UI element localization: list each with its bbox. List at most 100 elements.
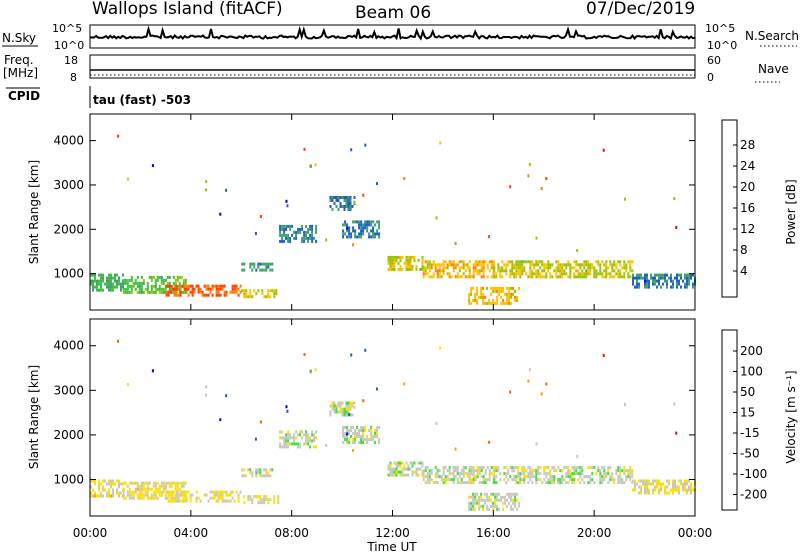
data-cell <box>684 282 686 286</box>
data-cell <box>611 472 614 476</box>
data-cell <box>517 469 520 473</box>
data-cell <box>187 284 190 288</box>
data-cell <box>342 232 345 236</box>
data-cell <box>672 285 674 289</box>
data-cell <box>90 282 92 286</box>
data-cell <box>547 266 550 270</box>
data-cell <box>106 282 108 286</box>
data-cell <box>158 287 161 291</box>
data-cell <box>219 493 222 497</box>
data-cell <box>164 481 167 485</box>
data-cell <box>409 264 412 268</box>
data-cell <box>171 287 174 291</box>
data-cell <box>267 289 270 293</box>
colorbar-tick-label: 28 <box>740 138 755 152</box>
data-cell <box>512 498 515 502</box>
data-cell <box>217 490 220 494</box>
data-cell <box>172 490 175 494</box>
data-cell <box>138 281 141 285</box>
data-cell <box>251 474 254 478</box>
data-cell <box>211 287 214 291</box>
data-cell <box>237 496 240 500</box>
data-cell <box>325 238 328 242</box>
data-cell <box>480 498 483 502</box>
data-cell <box>422 475 425 479</box>
data-cell <box>474 298 477 302</box>
data-cell <box>391 467 394 471</box>
data-cell <box>108 276 110 280</box>
data-cell <box>124 287 127 291</box>
data-cell <box>488 469 491 473</box>
data-cell <box>537 269 540 273</box>
data-cell <box>468 475 471 479</box>
data-cell <box>490 286 493 290</box>
data-cell <box>531 269 534 273</box>
data-cell <box>299 442 302 446</box>
data-cell <box>257 471 260 475</box>
data-cell <box>517 472 520 476</box>
data-cell <box>285 233 288 237</box>
data-cell <box>662 482 664 486</box>
data-cell <box>484 301 487 305</box>
data-cell <box>545 177 548 181</box>
data-cell <box>501 266 504 270</box>
data-cell <box>331 404 334 408</box>
data-cell <box>589 466 592 470</box>
data-cell <box>393 255 396 259</box>
data-cell <box>144 493 147 497</box>
data-cell <box>110 482 112 486</box>
data-cell <box>301 236 304 240</box>
data-cell <box>342 432 345 435</box>
data-cell <box>217 290 220 294</box>
power-scatter <box>90 134 696 305</box>
data-cell <box>601 275 604 279</box>
data-cell <box>688 273 690 277</box>
data-cell <box>110 288 112 292</box>
data-cell <box>221 490 224 494</box>
data-cell <box>595 272 598 276</box>
data-cell <box>462 481 465 485</box>
data-cell <box>644 491 646 495</box>
data-cell <box>424 272 427 276</box>
data-cell <box>688 282 690 286</box>
data-cell <box>549 475 552 479</box>
data-cell <box>289 224 292 228</box>
data-cell <box>638 282 640 286</box>
data-cell <box>456 272 459 276</box>
data-cell <box>307 239 310 243</box>
data-cell <box>287 233 290 237</box>
data-cell <box>509 390 512 394</box>
data-cell <box>166 496 169 500</box>
data-cell <box>199 290 202 294</box>
data-cell <box>421 464 424 468</box>
data-cell <box>435 216 438 220</box>
data-cell <box>517 475 520 479</box>
data-cell <box>169 499 172 503</box>
data-cell <box>531 475 534 479</box>
data-cell <box>583 263 586 267</box>
data-cell <box>291 233 294 237</box>
data-cell <box>607 469 610 473</box>
data-cell <box>549 275 552 279</box>
data-cell <box>495 272 498 276</box>
data-cell <box>507 478 510 482</box>
data-cell <box>577 466 580 470</box>
data-cell <box>615 263 618 267</box>
data-cell <box>174 278 177 282</box>
data-cell <box>690 491 692 495</box>
data-cell <box>217 496 220 500</box>
data-cell <box>110 276 112 280</box>
data-cell <box>515 466 518 470</box>
data-cell <box>378 438 381 441</box>
data-cell <box>263 268 266 272</box>
data-cell <box>476 263 479 267</box>
data-cell <box>499 266 502 270</box>
data-cell <box>140 493 143 497</box>
data-cell <box>249 289 252 293</box>
colorbar-tick-label: 8 <box>740 243 748 257</box>
data-cell <box>482 478 485 482</box>
data-cell <box>450 472 453 476</box>
data-cell <box>499 269 502 273</box>
data-cell <box>482 269 485 273</box>
data-cell <box>415 470 418 474</box>
